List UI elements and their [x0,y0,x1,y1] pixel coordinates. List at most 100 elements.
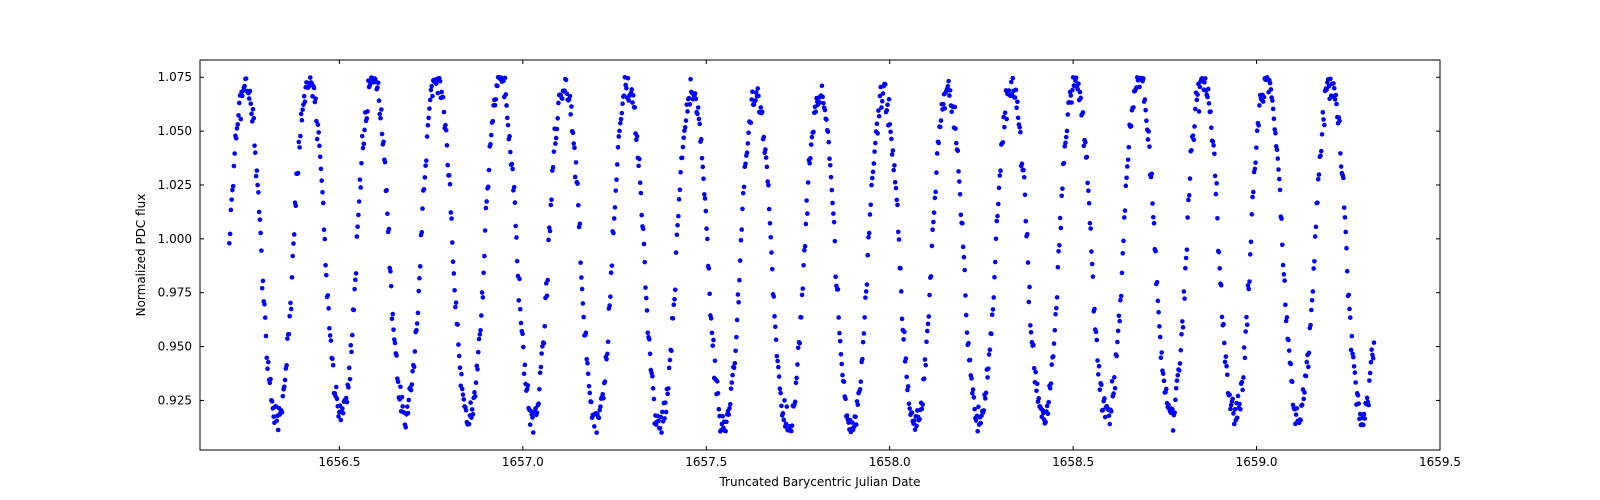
data-point [975,429,980,434]
data-point [765,165,770,170]
data-point [642,242,647,247]
data-point [613,205,618,210]
data-point [648,351,653,356]
data-point [897,237,902,242]
data-point [620,111,625,116]
data-point [606,339,611,344]
data-point [552,149,557,154]
data-point [1295,406,1300,411]
data-point [244,76,249,81]
data-point [961,245,966,250]
data-point [926,322,931,327]
data-point [1098,387,1103,392]
y-tick-label: 0.950 [158,340,192,354]
data-point [297,140,302,145]
data-point [315,137,320,142]
data-point [726,412,731,417]
data-point [794,381,799,386]
data-point [426,116,431,121]
data-point [753,98,758,103]
data-point [739,238,744,243]
data-point [390,312,395,317]
data-point [1223,360,1228,365]
data-point [1279,216,1284,221]
y-tick-label: 0.975 [158,286,192,300]
data-point [894,186,899,191]
data-point [473,394,478,399]
data-point [1185,247,1190,252]
data-point [375,85,380,90]
data-point [1356,401,1361,406]
data-point [1322,123,1327,128]
data-point [447,173,452,178]
data-point [802,248,807,253]
data-point [457,354,462,359]
data-point [484,206,489,211]
data-point [350,333,355,338]
data-point [871,170,876,175]
data-point [1211,143,1216,148]
data-point [292,232,297,237]
data-point [365,109,370,114]
data-point [683,125,688,130]
data-point [697,117,702,122]
data-point [898,266,903,271]
data-point [545,278,550,283]
data-point [312,86,317,91]
data-point [1219,283,1224,288]
data-point [766,183,771,188]
data-point [1280,242,1285,247]
y-tick-label: 1.075 [158,70,192,84]
data-point [1078,90,1083,95]
data-point [1173,398,1178,403]
data-point [261,279,266,284]
data-point [429,88,434,93]
data-point [638,180,643,185]
data-point [971,387,976,392]
data-point [476,350,481,355]
data-point [705,237,710,242]
data-point [358,185,363,190]
data-point [1243,356,1248,361]
data-point [778,391,783,396]
data-point [974,418,979,423]
data-point [353,277,358,282]
data-point [717,407,722,412]
data-point [1143,108,1148,113]
data-point [508,150,513,155]
data-point [681,136,686,141]
data-point [300,118,305,123]
data-point [662,416,667,421]
data-point [1203,76,1208,81]
data-point [823,108,828,113]
data-point [377,98,382,103]
data-point [1028,323,1033,328]
data-point [229,197,234,202]
data-point [361,142,366,147]
data-point [839,352,844,357]
data-point [227,241,232,246]
data-point [410,382,415,387]
data-point [813,110,818,115]
data-point [933,196,938,201]
data-point [616,134,621,139]
data-point [1056,265,1061,270]
data-point [875,131,880,136]
data-point [426,123,431,128]
data-point [1244,315,1249,320]
data-point [578,222,583,227]
data-point [607,303,612,308]
data-point [808,156,813,161]
data-point [629,87,634,92]
data-point [409,388,414,393]
data-point [555,116,560,121]
data-point [1118,298,1123,303]
data-point [494,97,499,102]
data-point [838,339,843,344]
data-point [1300,403,1305,408]
data-point [807,161,812,166]
data-point [739,227,744,232]
data-point [860,357,865,362]
data-point [962,268,967,273]
data-point [355,224,360,229]
